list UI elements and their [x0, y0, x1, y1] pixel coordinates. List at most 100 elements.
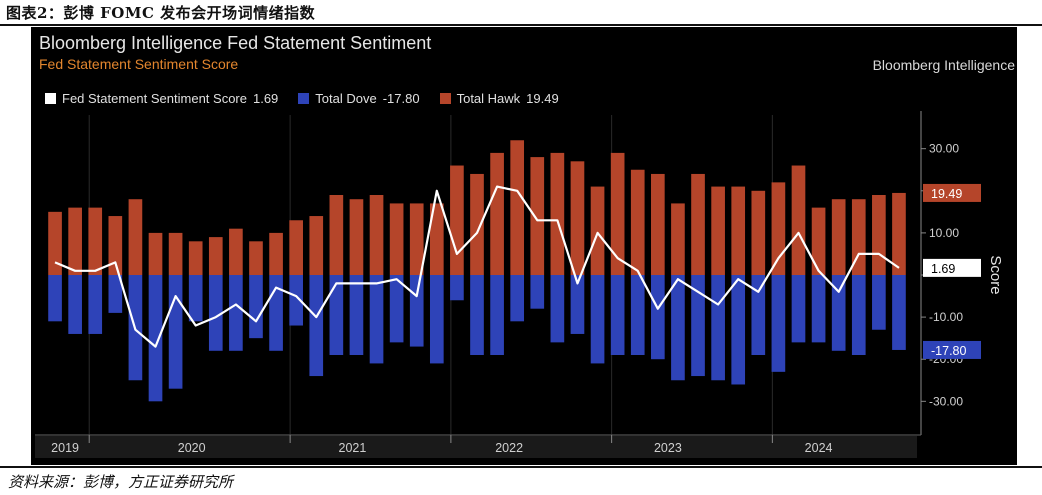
dove-bar	[570, 275, 585, 334]
hawk-bar	[208, 237, 223, 275]
dove-bar	[691, 275, 705, 377]
y-tick-label: -10.00	[929, 310, 963, 324]
legend-value-score: 1.69	[252, 91, 279, 106]
hawk-bar	[429, 203, 444, 275]
dove-bar	[88, 275, 103, 334]
dove-bar	[68, 275, 82, 334]
hawk-bar	[450, 165, 464, 275]
hawk-end-label-box	[923, 183, 981, 202]
chart-svg: 30.0010.00-10.00-20.00-30.00Score19.491.…	[35, 111, 1004, 458]
y-tick-label: 10.00	[929, 226, 959, 240]
dove-bar	[751, 275, 766, 355]
dove-bar	[791, 275, 806, 343]
dove-end-label-box	[923, 340, 981, 359]
dove-bar	[148, 275, 163, 402]
dove-bar	[470, 275, 484, 355]
hawk-bar	[550, 152, 565, 275]
hawk-bar	[48, 211, 62, 275]
hawk-bar	[651, 173, 665, 275]
hawk-bar	[771, 182, 786, 275]
hawk-bar	[490, 152, 504, 275]
dove-bar	[671, 275, 685, 381]
hawk-bar	[470, 173, 484, 275]
dove-bar	[249, 275, 263, 339]
hawk-bar	[269, 232, 283, 275]
hawk-bar	[148, 232, 163, 275]
hawk-bar	[892, 192, 906, 275]
hawk-bar	[168, 232, 183, 275]
legend-swatch-hawk	[439, 93, 451, 104]
legend-label-hawk: Total Hawk	[456, 91, 521, 106]
x-tick-label: 2024	[805, 441, 833, 455]
legend-item-score: Fed Statement Sentiment Score 1.69	[45, 91, 278, 106]
hawk-bar	[811, 207, 826, 275]
dove-bar	[329, 275, 344, 355]
dove-bar	[229, 275, 243, 351]
dove-bar	[289, 275, 303, 326]
dove-bar	[872, 275, 886, 330]
dove-bar	[610, 275, 625, 355]
dove-bar	[108, 275, 123, 313]
dove-bar	[892, 275, 906, 350]
dove-bar	[731, 275, 746, 385]
dove-bar	[168, 275, 183, 389]
dove-bar	[269, 275, 283, 351]
hawk-bar	[570, 161, 585, 275]
legend-item-hawk: Total Hawk 19.49	[439, 91, 559, 106]
hawk-bar	[68, 207, 82, 275]
figure-caption: 图表2：彭博 FOMC 发布会开场词情绪指数	[6, 4, 316, 22]
hawk-bar	[289, 220, 303, 275]
hawk-bar	[731, 186, 746, 275]
hawk-bar	[188, 241, 203, 275]
hawk-bar	[851, 199, 866, 275]
chart-title: Bloomberg Intelligence Fed Statement Sen…	[39, 33, 432, 53]
legend-value-dove: -17.80	[382, 91, 420, 106]
x-tick-label: 2023	[654, 441, 682, 455]
hawk-bar	[329, 195, 344, 275]
dove-bar	[450, 275, 464, 301]
dove-bar	[369, 275, 384, 364]
hawk-bar	[369, 195, 384, 275]
chart-subtitle: Fed Statement Sentiment Score	[39, 56, 239, 72]
hawk-bar	[711, 186, 725, 275]
dove-bar	[851, 275, 866, 355]
x-tick-label: 2022	[495, 441, 523, 455]
hawk-bar	[791, 165, 806, 275]
dove-bar	[510, 275, 525, 322]
hawk-bar	[108, 216, 123, 275]
dove-bar	[429, 275, 444, 364]
y-tick-label: -30.00	[929, 394, 963, 408]
y-axis-title: Score	[987, 255, 1004, 294]
dove-bar	[590, 275, 605, 364]
dove-bar	[208, 275, 223, 351]
legend-swatch-dove	[298, 93, 310, 104]
chart-panel: 30.00 10.00 -10.00 -20.00 -30.00 Score 19.49 1.…	[31, 27, 1017, 465]
hawk-bar	[510, 140, 525, 275]
top-rule	[0, 24, 1042, 26]
dove-bar	[651, 275, 665, 360]
legend: Fed Statement Sentiment Score 1.69 Total…	[45, 91, 579, 106]
hawk-bar	[872, 195, 886, 275]
hawk-bar	[349, 199, 364, 275]
legend-item-dove: Total Dove -17.80	[298, 91, 420, 106]
brand-label: Bloomberg Intelligence	[872, 57, 1015, 73]
hawk-bar	[751, 190, 766, 275]
dove-bar	[550, 275, 565, 343]
legend-label-dove: Total Dove	[315, 91, 377, 106]
hawk-bar	[610, 152, 625, 275]
dove-bar	[309, 275, 324, 377]
hawk-bar	[128, 199, 143, 275]
dove-end-label: -17.80	[931, 344, 966, 358]
dove-bar	[711, 275, 725, 381]
hawk-bar	[229, 228, 243, 275]
legend-value-hawk: 19.49	[526, 91, 559, 106]
x-tick-label: 2020	[178, 441, 206, 455]
score-end-label: 1.69	[931, 262, 955, 276]
dove-bar	[771, 275, 786, 372]
hawk-bar	[590, 186, 605, 275]
legend-label-score: Fed Statement Sentiment Score	[62, 91, 247, 106]
source-note: 资料来源：彭博，方正证券研究所	[8, 473, 234, 491]
score-end-label-box	[923, 258, 981, 277]
x-tick-label: 2021	[339, 441, 367, 455]
dove-bar	[389, 275, 404, 343]
